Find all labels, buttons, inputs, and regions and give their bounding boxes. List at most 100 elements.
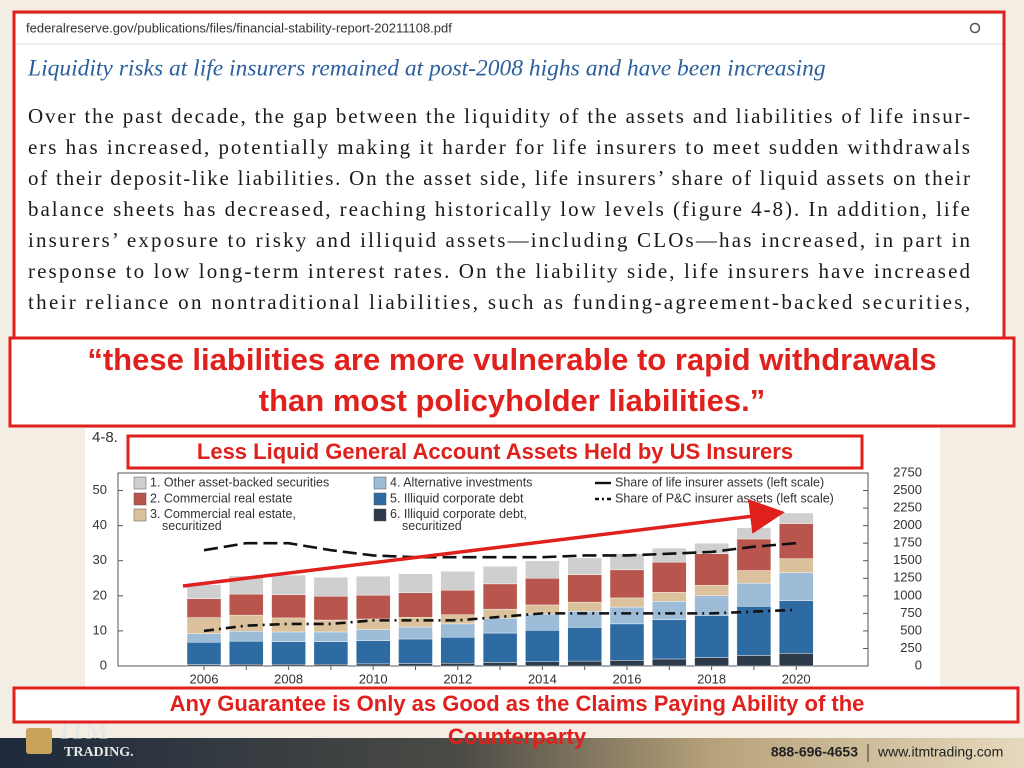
quote-line: than most policyholder liabilities.” (259, 383, 765, 418)
bar-segment (567, 627, 602, 662)
doc-line: response to low long-term interest rates… (28, 259, 970, 283)
y-tick-label: 0 (100, 657, 107, 672)
doc-line: insurers’ exposure to risky and illiquid… (28, 228, 970, 252)
bar-segment (779, 600, 814, 654)
footer-bar (0, 738, 1024, 768)
quote-line: “these liabilities are more vulnerable t… (87, 342, 936, 377)
bar-segment (398, 663, 433, 667)
legend-swatch (133, 492, 147, 506)
bar-segment (736, 570, 772, 584)
doc-line: ers has increased, potentially making it… (28, 135, 970, 159)
phone: 888-696-4653 (771, 744, 858, 760)
legend-label: 5. Illiquid corporate debt (390, 491, 524, 505)
bar-segment (398, 592, 433, 618)
zoom-icon (969, 22, 981, 34)
bar-segment (652, 658, 687, 667)
bar-segment (652, 601, 687, 620)
legend-label: Share of P&C insurer assets (left scale) (615, 491, 834, 505)
bar-segment (736, 527, 772, 540)
bar-segment (567, 660, 602, 667)
x-tick-label: 2014 (528, 671, 557, 686)
bar-segment (440, 662, 475, 667)
url: federalreserve.gov/publications/files/fi… (26, 20, 452, 35)
doc-heading: Liquidity risks at life insurers remaine… (27, 55, 826, 81)
y2-tick-label: 2750 (893, 464, 922, 479)
bar-segment (271, 594, 306, 619)
bar-segment (482, 618, 518, 634)
legend-label: 3. Commercial real estate, securitized (150, 507, 296, 533)
bar-segment (609, 660, 645, 667)
bar-segment (356, 640, 391, 665)
y2-tick-label: 1500 (893, 552, 922, 567)
bar-segment (356, 594, 391, 620)
bar-segment (398, 626, 433, 640)
figure-label: 4-8. (92, 429, 118, 446)
quote-box (8, 336, 1016, 428)
caption-box (12, 686, 1020, 724)
legend-label: 2. Commercial real estate (150, 491, 292, 505)
doc-line: of their deposit-like liabilities. On th… (28, 166, 970, 190)
bar-segment (525, 630, 560, 662)
bar-segment (694, 657, 729, 667)
bar-segment (694, 542, 729, 554)
bar-segment (652, 619, 687, 660)
bar-segment (525, 578, 560, 606)
bar-segment (398, 638, 433, 664)
x-tick-label: 2012 (443, 671, 472, 686)
bar-segment (229, 631, 264, 642)
bar-segment (229, 614, 264, 632)
bar-segment (779, 512, 814, 524)
x-tick-label: 2018 (697, 671, 726, 686)
legend-label: 1. Other asset-backed securities (150, 475, 329, 489)
x-tick-label: 2016 (613, 671, 642, 686)
y-tick-label: 50 (93, 482, 107, 497)
x-tick-label: 2006 (190, 671, 219, 686)
bar-segment (567, 601, 602, 612)
caption-line: Any Guarantee is Only as Good as the Cla… (170, 691, 865, 716)
bar-segment (313, 577, 349, 597)
bar-segment (313, 641, 349, 665)
bar-segment (736, 655, 772, 667)
y-tick-label: 30 (93, 552, 107, 567)
bar-segment (482, 583, 518, 610)
bar-segment (186, 584, 222, 599)
legend-swatch (133, 508, 147, 522)
bar-segment (609, 606, 645, 625)
bar-segment (609, 569, 645, 599)
legend-swatch (373, 508, 387, 522)
y2-tick-label: 2000 (893, 517, 922, 532)
bar-segment (229, 664, 264, 667)
annotation-arrow (182, 499, 785, 588)
bar-segment (779, 523, 814, 559)
legend-label: 6. Illiquid corporate debt, securitized (390, 507, 527, 533)
url-bar (13, 13, 1005, 45)
y-tick-label: 20 (93, 587, 107, 602)
browser-panel (14, 12, 1004, 342)
bar-segment (482, 632, 518, 663)
y-tick-label: 10 (93, 622, 107, 637)
y-tick-label: 40 (93, 517, 107, 532)
y2-tick-label: 1000 (893, 587, 922, 602)
legend-swatch (373, 476, 387, 490)
bar-segment (271, 664, 306, 667)
chart-title-box (126, 434, 864, 470)
bar-segment (609, 597, 645, 608)
bar-segment (398, 617, 433, 628)
legend-swatch (373, 492, 387, 506)
bar-segment (694, 553, 729, 586)
bar-segment (313, 631, 349, 642)
bar-segment (525, 661, 560, 667)
bar-segment (356, 629, 391, 641)
legend-label: 4. Alternative investments (390, 475, 532, 489)
bar-segment (186, 633, 222, 643)
chart-title: Less Liquid General Account Assets Held … (197, 439, 793, 464)
bar-segment (736, 582, 772, 607)
bar-segment (186, 664, 222, 667)
y2-tick-label: 0 (915, 657, 922, 672)
bar-segment (482, 662, 518, 667)
bar-segment (440, 590, 475, 615)
logo-sub: TRADING. (64, 745, 134, 760)
bar-segment (229, 593, 264, 616)
